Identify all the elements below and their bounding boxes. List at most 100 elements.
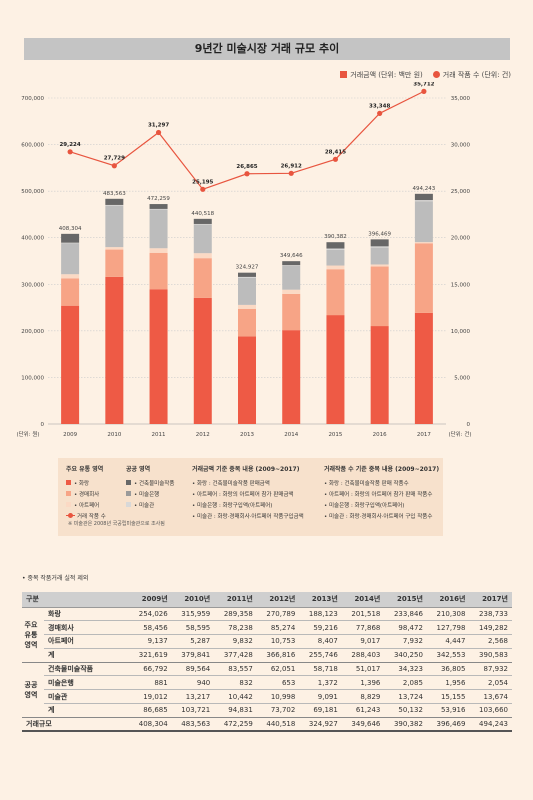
table-group-label: 공공 영역 — [22, 662, 44, 718]
bar-segment — [238, 276, 256, 278]
bar-segment — [282, 265, 301, 266]
notes-count-item: • 아트페어 : 화랑의 아트페어 참가 판매 작품수 — [324, 492, 433, 498]
notes-public-item: • 건축물미술작품 — [126, 479, 174, 490]
notes-public-head: 공공 영역 — [126, 466, 151, 473]
x-tick: 2012 — [196, 432, 210, 438]
table-cell: 881 — [129, 675, 172, 691]
bar-segment — [105, 198, 124, 205]
table-cell: 379,841 — [171, 648, 215, 663]
table-header-cell: 2016년 — [426, 592, 470, 608]
bar-segment — [149, 204, 168, 209]
table-cell: 36,805 — [426, 662, 470, 677]
x-tick: 2013 — [240, 432, 254, 438]
table-row-label: 경매회사 — [44, 620, 130, 636]
notes-count-head: 거래작품 수 기준 중복 내용 (2009~2017) — [324, 466, 440, 473]
table-cell: 315,959 — [171, 607, 215, 622]
table-cell: 8,829 — [341, 689, 385, 705]
bar-segment — [193, 224, 212, 254]
notes-amount-item: • 아트페어 : 화랑의 아트페어 참가 판매금액 — [192, 492, 294, 498]
table-cell: 34,323 — [384, 662, 427, 677]
table-cell: 396,469 — [426, 717, 470, 733]
table-cell: 390,382 — [384, 717, 427, 733]
bar-segment — [414, 243, 433, 313]
table-cell: 53,916 — [426, 703, 470, 718]
x-tick: 2011 — [152, 432, 166, 438]
notes-main-head: 주요 유통 영역 — [66, 466, 104, 473]
chart-title: 9년간 미술시장 거래 규모 추이 — [194, 42, 340, 55]
table-cell: 98,472 — [384, 620, 427, 636]
table-cell: 58,595 — [171, 620, 215, 636]
table-note: • 중복 작품거래 실적 제외 — [22, 575, 89, 582]
line-point — [155, 129, 162, 136]
bar-total-label: 408,304 — [59, 226, 82, 232]
table-cell: 472,259 — [214, 717, 257, 733]
table-cell: 494,243 — [469, 717, 512, 733]
bar-total-label: 390,382 — [324, 234, 347, 240]
y-tick-right: 10,000 — [451, 329, 471, 335]
notes-public-item: • 미술관 — [126, 501, 174, 512]
bar-segment — [326, 269, 345, 316]
bar-segment — [326, 248, 345, 250]
table-cell: 73,702 — [256, 703, 300, 718]
table-header-cell: 2012년 — [256, 592, 300, 608]
table-cell: 254,026 — [129, 607, 172, 622]
table-cell: 10,998 — [256, 689, 300, 705]
table-cell: 58,456 — [129, 620, 172, 636]
table-cell: 7,932 — [384, 634, 427, 649]
bar-segment — [282, 330, 301, 424]
bar-total-label: 440,518 — [191, 211, 214, 217]
bar-segment — [282, 289, 301, 294]
line-point — [421, 88, 427, 94]
table-row-label: 건축물미술작품 — [44, 662, 130, 677]
bar-segment — [193, 297, 212, 424]
table-cell: 77,868 — [341, 620, 385, 636]
table-cell: 188,123 — [299, 607, 342, 622]
table-cell: 238,733 — [469, 607, 512, 622]
bar-segment — [238, 304, 256, 309]
bar-segment — [238, 277, 256, 305]
y-unit-left: (단위: 원) — [16, 430, 39, 438]
notes-footnote: ※ 미술관은 2008년 국공립미술관으로 조사됨 — [68, 521, 165, 527]
bar-segment — [282, 293, 301, 331]
table-cell: 366,816 — [256, 648, 300, 663]
bar-segment — [61, 274, 80, 279]
table-row: 아트페어 9,137 5,287 9,832 10,753 8,407 9,017 7,932… — [22, 634, 512, 649]
bar-segment — [149, 209, 168, 249]
line-data-label: 29,224 — [59, 142, 80, 148]
swatch — [126, 491, 131, 496]
bar-segment — [414, 193, 433, 201]
bar-segment — [238, 308, 256, 337]
bar-segment — [61, 305, 80, 424]
x-tick: 2009 — [63, 432, 77, 438]
table-cell: 15,155 — [426, 689, 470, 705]
bar-total-label: 494,243 — [413, 186, 436, 192]
y-tick-left: 400,000 — [21, 236, 44, 242]
table-cell: 51,017 — [341, 662, 385, 677]
line-point — [111, 163, 117, 169]
table-cell: 9,091 — [299, 689, 342, 705]
y-tick-right: 30,000 — [451, 143, 471, 149]
notes-main-col: 주요 유통 영역 • 화랑 • 경매회사 • 아트페어 거래 작품 수 — [66, 464, 106, 523]
table-cell: 210,308 — [426, 607, 470, 622]
line-point — [332, 156, 339, 162]
table-row: 공공 영역 건축물미술작품 66,792 89,564 83,557 62,051 58,71… — [22, 662, 512, 718]
table-cell: 69,181 — [299, 703, 342, 718]
table-cell: 103,660 — [469, 703, 512, 718]
table-cell: 127,798 — [426, 620, 470, 636]
notes-box: 주요 유통 영역 • 화랑 • 경매회사 • 아트페어 거래 작품 수 공공 영… — [58, 458, 443, 536]
bar-segment — [282, 265, 301, 290]
bar-segment — [370, 326, 389, 424]
table-group-label: 주요 유통 영역 — [22, 607, 44, 663]
y-tick-right: 5,000 — [454, 375, 470, 381]
bar-segment — [149, 252, 168, 290]
y-tick-right: 35,000 — [451, 96, 471, 102]
y-tick-right: 15,000 — [451, 282, 471, 288]
line-data-label: 33,348 — [369, 103, 390, 109]
table-cell: 377,428 — [214, 648, 257, 663]
table-cell: 324,927 — [299, 717, 342, 733]
legend-bar: 거래금액 (단위: 백만 원) — [340, 70, 423, 80]
table-header-cell: 구분 — [22, 592, 130, 608]
table-cell: 86,685 — [129, 703, 172, 718]
table-cell: 10,442 — [214, 689, 257, 705]
table-row-label: 계 — [44, 703, 130, 718]
